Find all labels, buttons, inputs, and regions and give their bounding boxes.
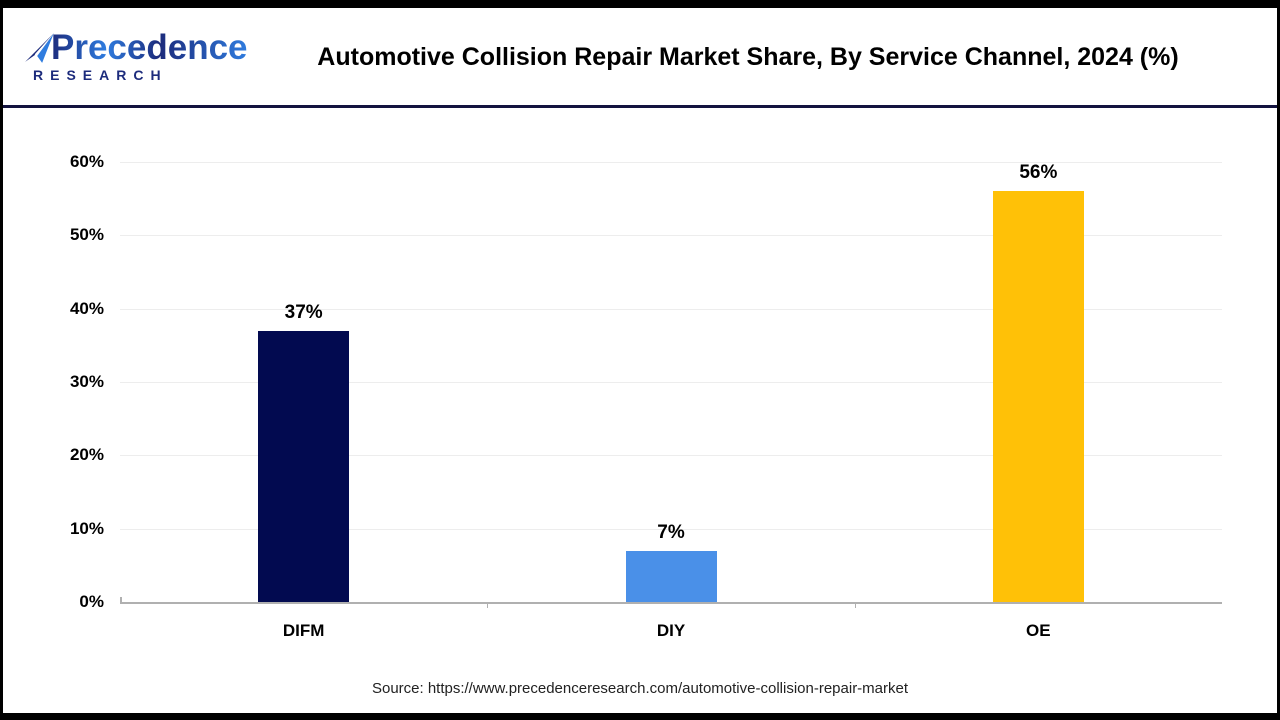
gridline-50	[120, 235, 1222, 237]
y-tick-label-60: 60%	[69, 152, 104, 171]
x-axis-line	[120, 602, 1222, 604]
y-tick-label-20: 20%	[69, 445, 104, 465]
bar-value-difm: 37%	[284, 301, 323, 323]
page-title: Automotive Collision Repair Market Share…	[317, 42, 1179, 71]
y-tick-label-30: 30%	[69, 372, 104, 391]
axis-corner-tick	[120, 597, 122, 602]
bar-value-diy: 7%	[657, 521, 685, 543]
logo-subtitle: RESEARCH	[23, 67, 219, 83]
x-axis-tick-1	[487, 602, 489, 608]
logo-wordmark: Precedence	[51, 28, 248, 67]
bar-oe	[992, 191, 1084, 602]
header-divider	[3, 105, 1277, 108]
y-tick-label-50: 50%	[69, 225, 104, 245]
x-tick-label-oe: OE	[1026, 621, 1051, 640]
bar-difm	[258, 330, 350, 602]
header: Precedence RESEARCH Automotive Collision…	[3, 8, 1277, 105]
y-tick-label-40: 40%	[69, 298, 104, 318]
bar-diy	[625, 550, 717, 602]
x-axis-tick-2	[854, 602, 856, 608]
gridline-10	[120, 528, 1222, 530]
gridline-40	[120, 308, 1222, 310]
precedence-research-logo: Precedence RESEARCH	[23, 30, 248, 83]
gridline-20	[120, 455, 1222, 457]
source-citation: Source: https://www.precedenceresearch.c…	[371, 680, 909, 697]
bar-value-oe: 56%	[1019, 162, 1058, 184]
chart-page: Precedence RESEARCH Automotive Collision…	[3, 8, 1277, 713]
logo-row: Precedence	[23, 30, 248, 66]
paper-plane-icon	[25, 33, 54, 63]
y-tick-label-10: 10%	[69, 518, 104, 538]
y-tick-label-0: 0%	[79, 592, 104, 611]
gridline-60	[120, 162, 1222, 163]
gridline-30	[120, 382, 1222, 383]
x-tick-label-diy: DIY	[656, 621, 686, 640]
y-axis-labels: 0% 10% 20% 30% 40% 50% 60%	[3, 152, 110, 611]
x-tick-label-difm: DIFM	[282, 621, 325, 640]
plot-area: 37% DIFM 7% DIY 56% OE	[120, 162, 1222, 640]
